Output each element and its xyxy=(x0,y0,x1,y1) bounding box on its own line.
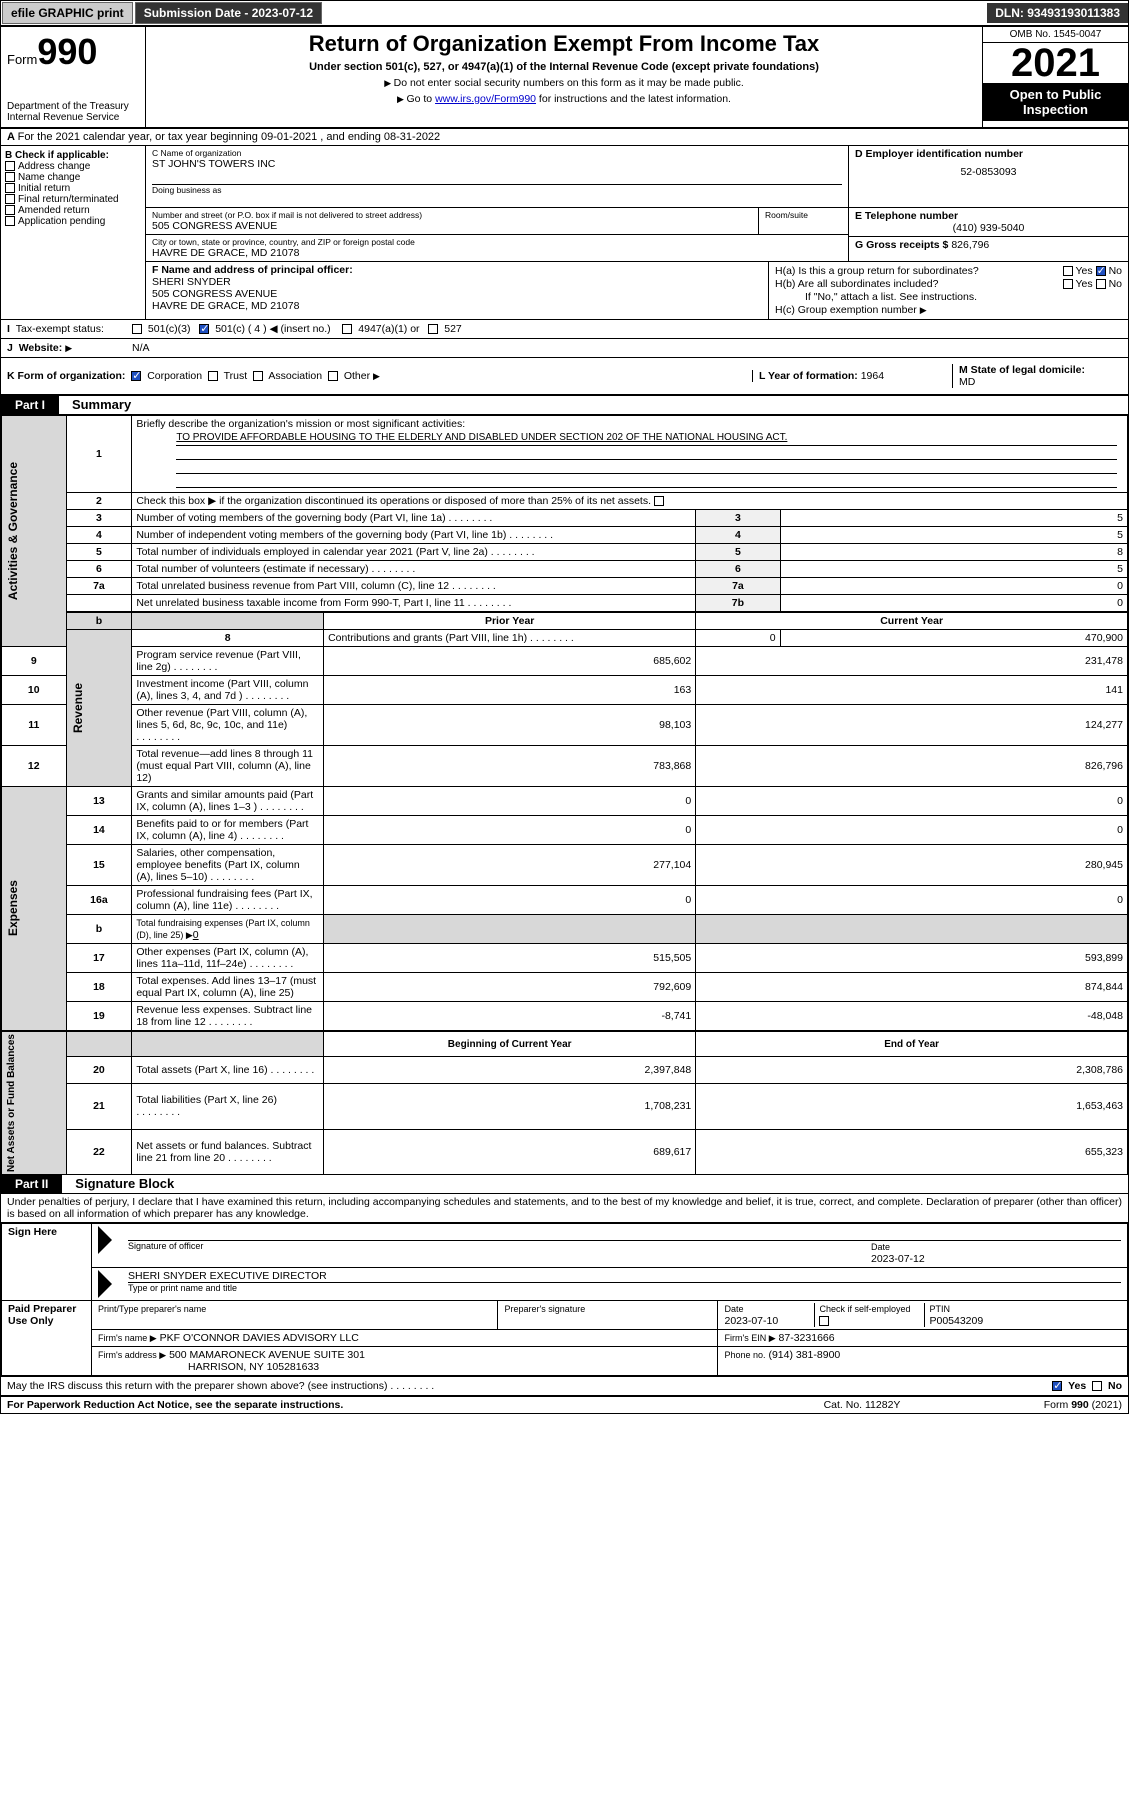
officer-addr2: HAVRE DE GRACE, MD 21078 xyxy=(152,300,762,312)
hb-yes[interactable] xyxy=(1063,279,1073,289)
chk-address[interactable] xyxy=(5,161,15,171)
footer-left: For Paperwork Reduction Act Notice, see … xyxy=(7,1399,762,1411)
sig-note: Under penalties of perjury, I declare th… xyxy=(1,1194,1128,1223)
irs-link[interactable]: www.irs.gov/Form990 xyxy=(435,93,536,105)
discuss-row: May the IRS discuss this return with the… xyxy=(1,1376,1128,1395)
row-a: A For the 2021 calendar year, or tax yea… xyxy=(1,129,1128,146)
street-lbl: Number and street (or P.O. box if mail i… xyxy=(152,210,752,220)
discuss-no[interactable] xyxy=(1092,1381,1102,1391)
sign-arrow-icon xyxy=(98,1226,112,1254)
l-lbl: L Year of formation: xyxy=(759,370,858,382)
chk-final[interactable] xyxy=(5,194,15,204)
e-lbl: E Telephone number xyxy=(855,210,1122,222)
efile-button[interactable]: efile GRAPHIC print xyxy=(2,2,133,24)
i-4947[interactable] xyxy=(342,324,352,334)
summary-table: Activities & Governance 1 Briefly descri… xyxy=(1,415,1128,1175)
ha-yes[interactable] xyxy=(1063,266,1073,276)
b-header: B Check if applicable: xyxy=(5,150,141,161)
part2-hdr: Part II xyxy=(1,1175,62,1193)
l1-text: Briefly describe the organization's miss… xyxy=(136,418,465,430)
inspection-label: Open to Public Inspection xyxy=(983,83,1128,121)
side-revenue: Revenue xyxy=(71,683,85,733)
c-name-lbl: C Name of organization xyxy=(152,148,842,158)
k-trust[interactable] xyxy=(208,371,218,381)
form-header: Form990 Department of the Treasury Inter… xyxy=(1,27,1128,129)
note-link: Go to www.irs.gov/Form990 for instructio… xyxy=(152,93,976,105)
dept-label: Department of the Treasury Internal Reve… xyxy=(7,101,139,123)
block-bc: B Check if applicable: Address change Na… xyxy=(1,146,1128,320)
side-expenses: Expenses xyxy=(6,880,20,936)
self-emp-chk[interactable] xyxy=(819,1316,829,1326)
sign-here: Sign Here xyxy=(2,1224,92,1301)
col-b: B Check if applicable: Address change Na… xyxy=(1,146,146,319)
phone-val: (410) 939-5040 xyxy=(855,222,1122,234)
l2-text: Check this box ▶ if the organization dis… xyxy=(132,493,1128,510)
dln-label: DLN: 93493193011383 xyxy=(987,3,1128,23)
form-number: Form990 xyxy=(7,31,139,73)
city-val: HAVRE DE GRACE, MD 21078 xyxy=(152,247,842,259)
i-501c3[interactable] xyxy=(132,324,142,334)
footer: For Paperwork Reduction Act Notice, see … xyxy=(1,1395,1128,1413)
hb-note: If "No," attach a list. See instructions… xyxy=(775,291,1122,303)
mission-text: TO PROVIDE AFFORDABLE HOUSING TO THE ELD… xyxy=(176,432,1117,446)
part1-hdr: Part I xyxy=(1,396,59,414)
k-lbl: K Form of organization: xyxy=(7,370,125,382)
dba-lbl: Doing business as xyxy=(152,184,842,195)
prior-hdr: Prior Year xyxy=(324,612,696,630)
k-corp[interactable] xyxy=(131,371,141,381)
hc-lbl: H(c) Group exemption number xyxy=(775,304,927,316)
side-netassets: Net Assets or Fund Balances xyxy=(6,1034,17,1172)
hb-no[interactable] xyxy=(1096,279,1106,289)
officer-name: SHERI SNYDER xyxy=(152,276,762,288)
sig-table: Sign Here Signature of officer Date2023-… xyxy=(1,1223,1128,1376)
current-hdr: Current Year xyxy=(696,612,1128,630)
org-name: ST JOHN'S TOWERS INC xyxy=(152,158,842,170)
hb-lbl: H(b) Are all subordinates included? xyxy=(775,278,1063,290)
form-subtitle: Under section 501(c), 527, or 4947(a)(1)… xyxy=(152,61,976,73)
form-title: Return of Organization Exempt From Incom… xyxy=(152,31,976,57)
discuss-yes[interactable] xyxy=(1052,1381,1062,1391)
j-lbl: Website: xyxy=(19,342,63,354)
chk-pending[interactable] xyxy=(5,216,15,226)
ha-no[interactable] xyxy=(1096,266,1106,276)
submission-button[interactable]: Submission Date - 2023-07-12 xyxy=(135,2,322,24)
top-bar: efile GRAPHIC print Submission Date - 20… xyxy=(0,0,1129,26)
signer-name: SHERI SNYDER EXECUTIVE DIRECTOR xyxy=(128,1270,1121,1282)
tax-year: 2021 xyxy=(983,43,1128,83)
k-other[interactable] xyxy=(328,371,338,381)
d-lbl: D Employer identification number xyxy=(855,148,1122,160)
f-lbl: F Name and address of principal officer: xyxy=(152,264,762,276)
website-val: N/A xyxy=(132,342,762,354)
note-ssn: Do not enter social security numbers on … xyxy=(152,77,976,89)
form-main: Form990 Department of the Treasury Inter… xyxy=(0,26,1129,1414)
gross-val: 826,796 xyxy=(951,239,989,251)
footer-mid: Cat. No. 11282Y xyxy=(762,1399,962,1411)
room-lbl: Room/suite xyxy=(765,210,842,220)
i-501c[interactable] xyxy=(199,324,209,334)
ha-lbl: H(a) Is this a group return for subordin… xyxy=(775,265,1063,277)
part2-title: Signature Block xyxy=(65,1176,174,1191)
side-activities: Activities & Governance xyxy=(6,462,20,600)
chk-amended[interactable] xyxy=(5,205,15,215)
officer-addr1: 505 CONGRESS AVENUE xyxy=(152,288,762,300)
paid-preparer: Paid Preparer Use Only xyxy=(2,1301,92,1376)
ein-value: 52-0853093 xyxy=(855,160,1122,184)
chk-name[interactable] xyxy=(5,172,15,182)
k-assoc[interactable] xyxy=(253,371,263,381)
g-lbl: G Gross receipts $ xyxy=(855,239,948,251)
i-527[interactable] xyxy=(428,324,438,334)
sign-arrow-icon-2 xyxy=(98,1270,112,1298)
footer-right: Form 990 (2021) xyxy=(962,1399,1122,1411)
part1-title: Summary xyxy=(62,397,131,412)
street-val: 505 CONGRESS AVENUE xyxy=(152,220,752,232)
m-lbl: M State of legal domicile: xyxy=(959,364,1085,376)
chk-initial[interactable] xyxy=(5,183,15,193)
city-lbl: City or town, state or province, country… xyxy=(152,237,842,247)
i-lbl: Tax-exempt status: xyxy=(16,323,104,335)
